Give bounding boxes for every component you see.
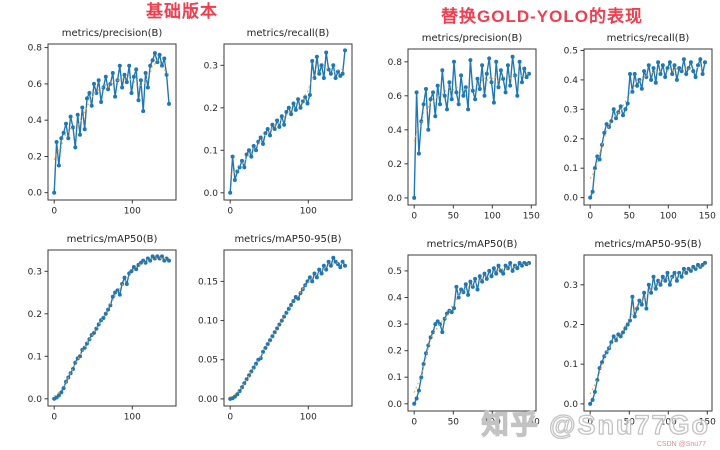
chart-canvas: metrics/recall(B) 0 50 100 150 0.0 0.1 0.2 0.3 0.… [564,33,716,222]
svg-text:0.0: 0.0 [564,400,579,410]
svg-text:0.15: 0.15 [198,277,218,287]
svg-text:0.05: 0.05 [198,356,218,366]
svg-text:0: 0 [411,212,417,222]
svg-text:100: 100 [484,418,501,428]
chart-canvas: metrics/precision(B) 0 50 100 150 0.0 0.2 0.4 0.… [388,33,540,222]
svg-text:0.2: 0.2 [28,310,42,320]
svg-text:0.4: 0.4 [388,126,403,136]
csdn-watermark: CSDN @Snu77 [656,441,706,448]
chart-canvas: metrics/recall(B) 0 100 0.0 0.1 0.2 0.3 [204,28,353,217]
gold-yolo-charts: metrics/precision(B) 0 50 100 150 0.0 0.2 0.4 0.… [366,29,718,441]
svg-text:0.2: 0.2 [204,104,218,114]
svg-text:0.3: 0.3 [564,281,578,291]
svg-text:0.0: 0.0 [388,194,403,204]
svg-text:0: 0 [51,413,57,423]
chart-canvas: metrics/mAP50-95(B) 0 100 0.00 0.05 0.10 0.15 [198,234,353,423]
chart-recall-gold: metrics/recall(B) 0 50 100 150 0.0 0.1 0.2 0.3 0.… [542,29,718,235]
chart-recall-base: metrics/recall(B) 0 100 0.0 0.1 0.2 0.3 [182,24,358,230]
chart-map50-gold: metrics/mAP50(B) 0 50 100 150 0.0 0.1 0.2 0.3 0.4… [366,235,542,441]
svg-text:0.0: 0.0 [564,194,579,204]
svg-text:0.1: 0.1 [388,373,402,383]
svg-text:0.3: 0.3 [564,105,578,115]
svg-text:0: 0 [51,207,57,217]
svg-text:100: 100 [484,212,501,222]
svg-text:0.4: 0.4 [28,116,43,126]
base-version-charts: metrics/precision(B) 0 100 0.0 0.2 0.4 0.6 0.8 … [6,24,358,436]
svg-text:0: 0 [227,413,233,423]
base-version-title: 基础版本 [146,2,218,21]
svg-text:metrics/recall(B): metrics/recall(B) [607,33,690,44]
svg-text:0.5: 0.5 [388,267,402,277]
svg-text:150: 150 [523,212,540,222]
svg-text:100: 100 [300,413,317,423]
svg-text:0.0: 0.0 [28,189,43,199]
svg-text:0: 0 [587,212,593,222]
svg-text:50: 50 [448,212,460,222]
svg-text:0.3: 0.3 [28,267,42,277]
svg-text:metrics/precision(B): metrics/precision(B) [62,28,163,39]
svg-text:0: 0 [411,418,417,428]
svg-text:0.2: 0.2 [28,153,42,163]
chart-precision-gold: metrics/precision(B) 0 50 100 150 0.0 0.2 0.4 0.… [366,29,542,235]
svg-text:metrics/mAP50-95(B): metrics/mAP50-95(B) [594,239,701,250]
svg-text:0.8: 0.8 [28,44,43,54]
svg-text:0.3: 0.3 [204,61,218,71]
svg-text:50: 50 [624,418,636,428]
svg-text:150: 150 [699,212,716,222]
svg-text:0.1: 0.1 [564,360,578,370]
svg-text:0.1: 0.1 [564,164,578,174]
chart-map50-base: metrics/mAP50(B) 0 100 0.0 0.1 0.2 0.3 [6,230,182,436]
svg-text:100: 100 [660,212,677,222]
svg-text:50: 50 [624,212,636,222]
svg-text:0.10: 0.10 [198,317,218,327]
chart-canvas: metrics/precision(B) 0 100 0.0 0.2 0.4 0.6 0.8 [28,28,177,217]
chart-precision-base: metrics/precision(B) 0 100 0.0 0.2 0.4 0.6 0.8 [6,24,182,230]
svg-text:100: 100 [300,207,317,217]
gold-yolo-title: 替换GOLD-YOLO的表现 [441,7,643,26]
svg-text:0.2: 0.2 [388,347,402,357]
svg-text:0.6: 0.6 [28,80,43,90]
svg-text:100: 100 [124,413,141,423]
svg-text:0.2: 0.2 [388,160,402,170]
svg-text:metrics/mAP50(B): metrics/mAP50(B) [427,239,518,250]
svg-text:metrics/mAP50(B): metrics/mAP50(B) [67,234,158,245]
svg-text:0.00: 0.00 [198,395,218,405]
gold-yolo-panel: 替换GOLD-YOLO的表现 metrics/precision(B) 0 50 10… [366,5,718,441]
svg-text:0.8: 0.8 [388,58,403,68]
chart-canvas: metrics/mAP50(B) 0 100 0.0 0.1 0.2 0.3 [28,234,177,423]
svg-text:metrics/recall(B): metrics/recall(B) [247,28,330,39]
svg-text:0.4: 0.4 [564,76,579,86]
svg-text:0.1: 0.1 [28,352,42,362]
svg-text:100: 100 [124,207,141,217]
chart-map50-95-base: metrics/mAP50-95(B) 0 100 0.00 0.05 0.10 0.15 [182,230,358,436]
svg-text:0.2: 0.2 [564,321,578,331]
base-version-panel: 基础版本 metrics/precision(B) 0 100 0.0 0.2 0.4 0.… [6,0,358,436]
svg-text:0.1: 0.1 [204,146,218,156]
chart-canvas: metrics/mAP50(B) 0 50 100 150 0.0 0.1 0.2 0.3 0.4… [388,239,540,428]
svg-text:150: 150 [523,418,540,428]
svg-text:0.6: 0.6 [388,92,403,102]
svg-text:0.5: 0.5 [564,47,578,57]
chart-canvas: metrics/mAP50-95(B) 0 50 100 150 0.0 0.1 0.2 0.3 [564,239,716,428]
svg-text:0.0: 0.0 [28,395,43,405]
svg-text:100: 100 [660,418,677,428]
svg-text:0.0: 0.0 [204,189,219,199]
svg-text:0.0: 0.0 [388,400,403,410]
chart-map50-95-gold: metrics/mAP50-95(B) 0 50 100 150 0.0 0.1 0.2 0.3 [542,235,718,441]
svg-text:0: 0 [227,207,233,217]
svg-text:50: 50 [448,418,460,428]
svg-text:150: 150 [699,418,716,428]
svg-text:metrics/precision(B): metrics/precision(B) [422,33,523,44]
svg-text:metrics/mAP50-95(B): metrics/mAP50-95(B) [234,234,341,245]
svg-text:0: 0 [587,418,593,428]
svg-text:0.3: 0.3 [388,320,402,330]
svg-text:0.2: 0.2 [564,135,578,145]
svg-text:0.4: 0.4 [388,294,403,304]
